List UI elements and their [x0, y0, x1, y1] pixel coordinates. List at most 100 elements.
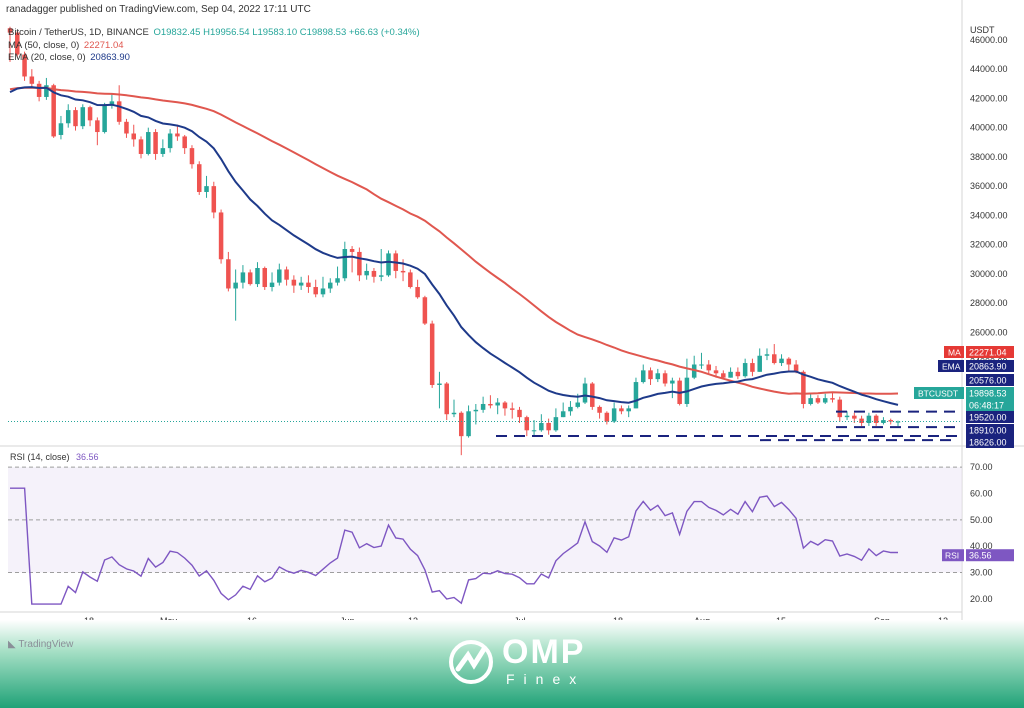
candle-body[interactable]: [553, 417, 559, 431]
candle-body[interactable]: [444, 383, 449, 415]
candle-body[interactable]: [226, 259, 231, 289]
candle-body[interactable]: [531, 430, 537, 432]
candle-body[interactable]: [713, 370, 719, 374]
candle-body[interactable]: [524, 417, 530, 431]
candle-body[interactable]: [699, 364, 704, 366]
candle-body[interactable]: [757, 355, 762, 372]
candle-body[interactable]: [291, 279, 297, 286]
candle-body[interactable]: [15, 32, 20, 55]
candle-body[interactable]: [466, 411, 471, 437]
candle-body[interactable]: [495, 402, 500, 406]
candle-body[interactable]: [830, 398, 835, 400]
candle-body[interactable]: [240, 272, 246, 283]
candle-body[interactable]: [575, 402, 580, 407]
candle-body[interactable]: [415, 287, 420, 298]
candle-body[interactable]: [269, 282, 275, 288]
candle-body[interactable]: [58, 123, 64, 135]
candle-body[interactable]: [597, 406, 602, 413]
candle-body[interactable]: [277, 269, 282, 283]
candle-body[interactable]: [349, 249, 355, 252]
candle-body[interactable]: [131, 133, 136, 140]
candle-body[interactable]: [837, 399, 843, 418]
candle-body[interactable]: [866, 415, 872, 423]
candle-body[interactable]: [604, 412, 610, 422]
candle-body[interactable]: [815, 398, 821, 403]
candle-body[interactable]: [568, 406, 573, 412]
candle-body[interactable]: [328, 282, 333, 289]
candle-body[interactable]: [218, 212, 224, 260]
candle-body[interactable]: [633, 382, 639, 409]
candle-body[interactable]: [859, 418, 864, 423]
candle-body[interactable]: [640, 370, 646, 383]
candle-body[interactable]: [342, 249, 348, 279]
ema-legend[interactable]: EMA (20, close, 0) 20863.90: [8, 52, 130, 63]
candle-body[interactable]: [502, 402, 508, 409]
candle-body[interactable]: [87, 107, 93, 121]
candle-body[interactable]: [146, 132, 151, 154]
candle-body[interactable]: [764, 354, 770, 356]
candle-body[interactable]: [750, 363, 755, 372]
candle-body[interactable]: [95, 120, 100, 133]
candle-body[interactable]: [480, 403, 486, 410]
candle-body[interactable]: [626, 408, 631, 412]
candle-body[interactable]: [189, 148, 195, 165]
candle-body[interactable]: [459, 412, 464, 437]
candle-body[interactable]: [655, 373, 661, 380]
candle-body[interactable]: [247, 272, 253, 285]
candle-body[interactable]: [648, 370, 653, 380]
candle-body[interactable]: [670, 380, 675, 384]
candle-body[interactable]: [36, 83, 42, 97]
candle-body[interactable]: [175, 133, 180, 137]
candle-body[interactable]: [306, 282, 311, 288]
candle-body[interactable]: [517, 409, 522, 418]
candle-body[interactable]: [313, 287, 318, 295]
candle-body[interactable]: [182, 136, 187, 149]
candle-body[interactable]: [662, 373, 668, 384]
candle-body[interactable]: [65, 110, 71, 124]
candle-body[interactable]: [873, 415, 879, 423]
candle-body[interactable]: [320, 288, 326, 295]
candle-body[interactable]: [429, 323, 435, 385]
candle-body[interactable]: [560, 411, 566, 418]
candle-body[interactable]: [895, 421, 901, 423]
candle-body[interactable]: [378, 275, 384, 277]
candle-body[interactable]: [488, 403, 493, 406]
candle-body[interactable]: [881, 420, 886, 423]
candle-body[interactable]: [116, 101, 122, 122]
candle-body[interactable]: [124, 121, 129, 134]
candle-body[interactable]: [167, 133, 173, 149]
candle-body[interactable]: [728, 371, 733, 378]
candle-body[interactable]: [262, 268, 268, 288]
candle-body[interactable]: [691, 364, 697, 378]
candle-body[interactable]: [721, 373, 726, 378]
candle-body[interactable]: [422, 297, 428, 324]
candle-body[interactable]: [590, 383, 595, 407]
candle-body[interactable]: [138, 139, 144, 154]
candle-body[interactable]: [109, 101, 115, 106]
candle-body[interactable]: [706, 364, 712, 371]
candle-body[interactable]: [801, 371, 806, 404]
candle-body[interactable]: [233, 282, 238, 289]
candle-body[interactable]: [255, 268, 260, 285]
candle-body[interactable]: [808, 398, 813, 404]
candle-body[interactable]: [742, 363, 748, 377]
candle-body[interactable]: [582, 383, 588, 403]
candle-body[interactable]: [204, 186, 209, 192]
candle-body[interactable]: [888, 420, 893, 422]
candle-body[interactable]: [44, 85, 49, 97]
candle-body[interactable]: [786, 358, 792, 365]
candle-body[interactable]: [371, 270, 377, 277]
candle-body[interactable]: [451, 412, 457, 415]
candle-body[interactable]: [546, 422, 551, 431]
candle-body[interactable]: [473, 409, 479, 412]
candle-body[interactable]: [408, 272, 413, 288]
candle-body[interactable]: [822, 398, 828, 403]
candle-body[interactable]: [779, 358, 784, 364]
candle-body[interactable]: [772, 354, 777, 364]
tradingview-logo[interactable]: ◣ TradingView: [8, 639, 73, 650]
ma-legend[interactable]: MA (50, close, 0) 22271.04: [8, 40, 124, 51]
candle-body[interactable]: [364, 270, 369, 276]
candle-body[interactable]: [357, 251, 362, 276]
